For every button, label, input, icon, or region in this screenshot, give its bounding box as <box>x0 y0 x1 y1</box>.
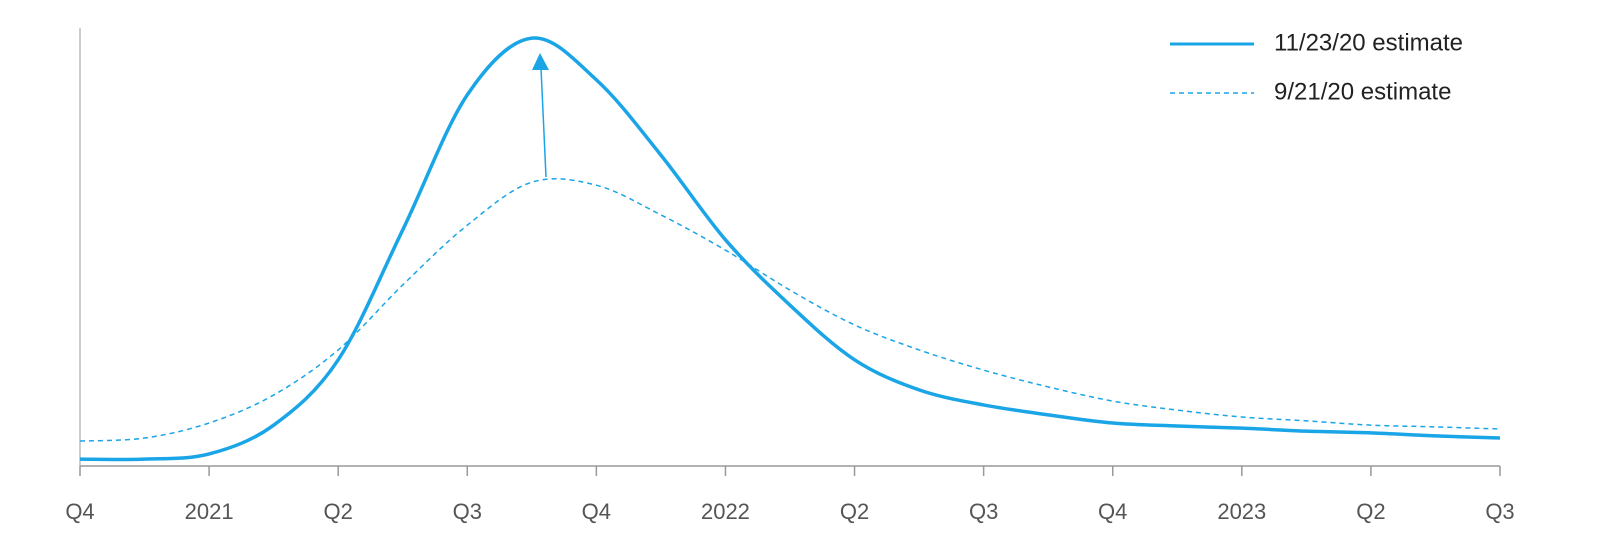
x-tick-label: 2023 <box>1217 499 1266 524</box>
x-tick-label: Q2 <box>1356 499 1385 524</box>
legend-label: 11/23/20 estimate <box>1274 29 1463 56</box>
x-tick-label: 2022 <box>701 499 750 524</box>
x-tick-label: Q2 <box>840 499 869 524</box>
legend-label: 9/21/20 estimate <box>1274 78 1451 105</box>
x-tick-label: Q2 <box>324 499 353 524</box>
x-tick-label: Q4 <box>65 499 94 524</box>
x-tick-label: Q4 <box>1098 499 1127 524</box>
x-tick-label: Q3 <box>453 499 482 524</box>
arrow-head <box>532 53 549 70</box>
x-tick-label: Q3 <box>1485 499 1514 524</box>
x-tick-label: Q4 <box>582 499 611 524</box>
series-line <box>79 36 1501 462</box>
arrow-shaft <box>540 67 547 178</box>
annotation-arrow <box>532 53 549 178</box>
series-line <box>79 178 1501 442</box>
x-tick-label: Q3 <box>969 499 998 524</box>
x-tick-label: 2021 <box>185 499 234 524</box>
